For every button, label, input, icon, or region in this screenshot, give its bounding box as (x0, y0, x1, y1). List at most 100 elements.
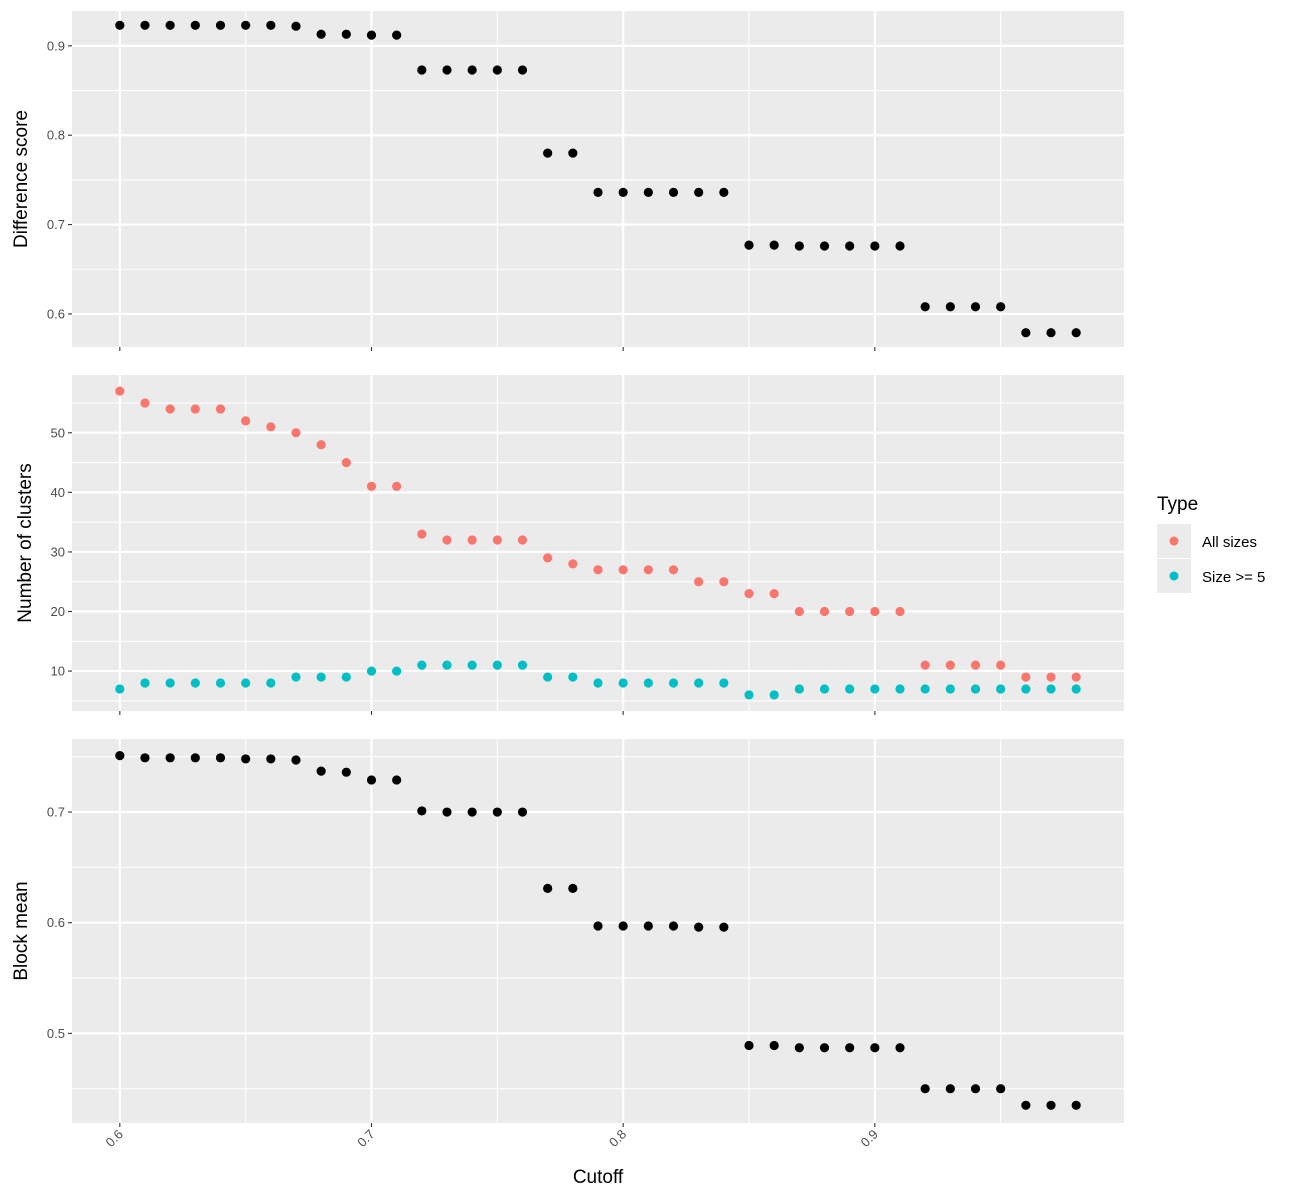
data-point (895, 1043, 905, 1053)
data-point-series-2 (316, 672, 326, 682)
data-point (1046, 1100, 1056, 1110)
data-point (794, 1043, 804, 1053)
data-point-series-1 (190, 404, 200, 414)
data-point-series-1 (543, 553, 553, 563)
y-tick-label: 0.7 (47, 217, 65, 232)
data-point (165, 20, 175, 30)
data-point (543, 148, 553, 158)
panel-top: 0.6 0.7 0.8 0.9 Difference score (11, 11, 1124, 351)
data-point (140, 20, 150, 30)
data-point (970, 1084, 981, 1094)
data-point (442, 65, 452, 75)
data-point-series-2 (1046, 684, 1056, 694)
data-point (165, 753, 175, 763)
data-point (291, 21, 301, 31)
y-tick-label: 50 (51, 425, 65, 440)
data-point (417, 806, 427, 816)
panel-middle-x-axis (119, 711, 876, 715)
panel-top-y-axis: 0.6 0.7 0.8 0.9 (47, 38, 72, 321)
data-point-series-2 (341, 672, 351, 682)
data-point (140, 753, 150, 763)
panel-bottom-points (115, 750, 1081, 1110)
data-point (291, 755, 301, 765)
data-point (316, 766, 326, 776)
y-tick-label: 0.8 (47, 128, 65, 143)
data-point-series-1 (517, 535, 528, 545)
data-point-series-1 (895, 606, 905, 617)
data-point-series-2 (719, 678, 729, 688)
data-point (719, 187, 729, 198)
data-point (190, 753, 200, 763)
x-axis-title: Cutoff (573, 1167, 624, 1188)
data-point (845, 241, 855, 251)
data-point-series-1 (970, 660, 981, 670)
data-point (568, 148, 578, 158)
data-point-series-2 (870, 684, 880, 694)
panel-middle-grid (72, 375, 1124, 711)
y-tick-label: 20 (51, 604, 65, 619)
data-point (115, 750, 125, 761)
data-point-series-1 (568, 559, 578, 569)
data-point-series-2 (794, 684, 804, 694)
data-point (819, 241, 830, 251)
y-tick-label: 0.6 (47, 306, 65, 321)
data-point-series-1 (492, 535, 502, 545)
data-point (492, 65, 502, 75)
data-point-series-2 (1071, 684, 1081, 694)
data-point-series-2 (895, 684, 905, 694)
data-point-series-2 (115, 684, 125, 694)
y-tick-label: 0.9 (47, 38, 65, 53)
data-point (945, 1084, 955, 1094)
data-point (996, 1084, 1006, 1094)
data-point-series-1 (694, 577, 704, 587)
data-point-series-2 (643, 678, 653, 688)
data-point (845, 1043, 855, 1053)
data-point-series-2 (996, 684, 1006, 694)
data-point-series-1 (769, 589, 779, 599)
data-point (870, 1043, 880, 1053)
data-point (366, 30, 377, 40)
data-point (744, 1040, 754, 1051)
data-point (769, 1040, 779, 1051)
data-point (1071, 328, 1081, 338)
data-point (1046, 328, 1056, 338)
x-tick-label: 0.8 (606, 1127, 629, 1150)
data-point-series-1 (618, 565, 628, 575)
data-point-series-2 (241, 678, 251, 688)
data-point-series-2 (668, 678, 679, 688)
data-point (870, 241, 880, 251)
data-point (945, 302, 955, 312)
panel-bottom-x-axis: 0.6 0.7 0.8 0.9 (103, 1123, 881, 1150)
data-point-series-2 (392, 666, 402, 676)
data-point (970, 302, 981, 312)
y-tick-label: 0.7 (47, 805, 65, 820)
data-point (266, 754, 276, 764)
data-point-series-2 (618, 678, 628, 688)
data-point (417, 65, 427, 75)
data-point-series-2 (140, 678, 150, 688)
data-point (668, 187, 679, 198)
data-point-series-2 (366, 666, 377, 676)
data-point (643, 921, 653, 931)
data-point (543, 883, 553, 893)
data-point (266, 20, 276, 30)
y-tick-label: 30 (51, 544, 65, 559)
data-point (794, 241, 804, 251)
data-point (694, 187, 704, 198)
data-point-series-1 (341, 457, 351, 468)
data-point-series-1 (417, 529, 427, 539)
data-point (643, 187, 653, 198)
data-point-series-2 (492, 660, 502, 670)
data-point (517, 807, 528, 817)
y-tick-label: 0.5 (47, 1026, 65, 1041)
y-tick-label: 0.6 (47, 915, 65, 930)
data-point-series-1 (1071, 672, 1081, 682)
data-point-series-2 (417, 660, 427, 670)
x-tick-label: 0.7 (354, 1127, 377, 1150)
data-point-series-2 (266, 678, 276, 688)
data-point (392, 775, 402, 785)
legend: Type All sizes Size >= 5 (1157, 494, 1265, 593)
data-point (316, 29, 326, 39)
data-point-series-1 (241, 416, 251, 426)
